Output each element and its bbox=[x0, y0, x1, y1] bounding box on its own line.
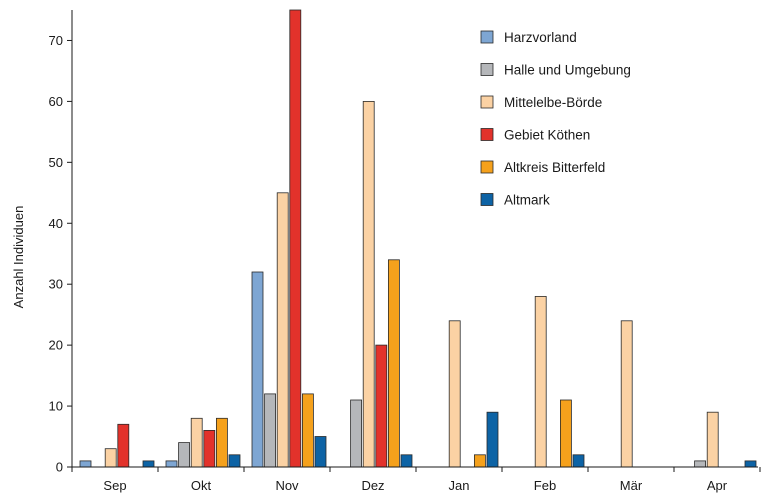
legend-label: Altkreis Bitterfeld bbox=[504, 160, 605, 175]
x-tick-label: Sep bbox=[103, 478, 126, 493]
legend-item: Mittelelbe-Börde bbox=[480, 95, 602, 110]
bar-altmark-jan bbox=[486, 411, 499, 468]
legend-item: Harzvorland bbox=[480, 30, 577, 45]
x-tick-label: Mär bbox=[620, 478, 643, 493]
legend-swatch bbox=[480, 63, 494, 76]
bar-gebiet-köthen-sep bbox=[117, 423, 130, 468]
bar-gebiet-köthen-nov bbox=[289, 9, 302, 468]
bar-mittelelbe-börde-okt bbox=[190, 417, 203, 468]
bar-altmark-nov bbox=[314, 436, 327, 468]
x-tick-label: Okt bbox=[191, 478, 212, 493]
legend-item: Halle und Umgebung bbox=[480, 63, 631, 78]
x-tick-label: Dez bbox=[361, 478, 384, 493]
legend-swatch bbox=[480, 193, 494, 206]
legend-item: Gebiet Köthen bbox=[480, 128, 590, 143]
bar-altmark-dez bbox=[400, 454, 413, 468]
x-tick-label: Jan bbox=[449, 478, 470, 493]
y-tick-label: 0 bbox=[56, 460, 63, 475]
bar-altkreis-bitterfeld-okt bbox=[215, 417, 228, 468]
bar-mittelelbe-börde-sep bbox=[104, 448, 117, 468]
bar-altmark-apr bbox=[744, 460, 757, 468]
legend-swatch bbox=[480, 30, 494, 44]
bar-altkreis-bitterfeld-nov bbox=[301, 393, 314, 468]
bar-gebiet-köthen-dez bbox=[375, 344, 388, 468]
y-tick-label: 10 bbox=[49, 399, 63, 414]
bar-harzvorland-nov bbox=[251, 271, 264, 468]
bars-layer bbox=[79, 9, 757, 468]
bar-mittelelbe-börde-mär bbox=[620, 320, 633, 468]
bar-altmark-feb bbox=[572, 454, 585, 468]
legend-item: Altmark bbox=[480, 193, 550, 208]
legend-label: Altmark bbox=[504, 193, 550, 208]
legend-item: Altkreis Bitterfeld bbox=[480, 160, 605, 175]
bar-altmark-sep bbox=[142, 460, 155, 468]
legend-swatch bbox=[480, 160, 494, 174]
x-tick-label: Apr bbox=[707, 478, 728, 493]
bar-altmark-okt bbox=[228, 454, 241, 468]
bar-gebiet-köthen-okt bbox=[203, 429, 216, 468]
x-tick-label: Nov bbox=[275, 478, 299, 493]
bar-altkreis-bitterfeld-feb bbox=[560, 399, 572, 468]
legend-label: Harzvorland bbox=[504, 30, 577, 45]
bar-altkreis-bitterfeld-dez bbox=[387, 259, 400, 468]
bar-mittelelbe-börde-feb bbox=[534, 295, 547, 468]
bar-harzvorland-sep bbox=[79, 460, 92, 468]
bar-mittelelbe-börde-jan bbox=[448, 320, 461, 468]
bar-mittelelbe-börde-apr bbox=[706, 411, 719, 468]
bar-halle-und-umgebung-nov bbox=[264, 393, 277, 468]
bar-harzvorland-okt bbox=[165, 460, 178, 468]
bar-mittelelbe-börde-nov bbox=[276, 192, 289, 468]
legend-label: Mittelelbe-Börde bbox=[504, 95, 602, 110]
y-tick-label: 20 bbox=[49, 338, 63, 353]
y-tick-label: 60 bbox=[49, 94, 63, 109]
axes-layer: 0 10 20 30 40 50 60 70 Sep Okt Nov Dez Jan Feb Mär Apr bbox=[49, 10, 761, 493]
y-tick-label: 50 bbox=[49, 155, 63, 170]
x-tick-label: Feb bbox=[534, 478, 556, 493]
legend-swatch bbox=[480, 128, 494, 141]
y-axis-title: Anzahl Individuen bbox=[11, 206, 26, 309]
bar-mittelelbe-börde-dez bbox=[362, 101, 375, 468]
y-tick-label: 30 bbox=[49, 277, 63, 292]
bar-halle-und-umgebung-apr bbox=[694, 460, 706, 468]
legend: Harzvorland Halle und Umgebung Mittelelbe-… bbox=[480, 30, 631, 208]
legend-label: Gebiet Köthen bbox=[504, 128, 590, 143]
legend-swatch bbox=[480, 95, 494, 109]
bar-halle-und-umgebung-okt bbox=[178, 442, 191, 468]
bar-halle-und-umgebung-dez bbox=[350, 399, 363, 468]
legend-label: Halle und Umgebung bbox=[504, 63, 631, 78]
y-tick-label: 70 bbox=[49, 33, 63, 48]
y-tick-label: 40 bbox=[49, 216, 63, 231]
bar-altkreis-bitterfeld-jan bbox=[473, 454, 486, 468]
